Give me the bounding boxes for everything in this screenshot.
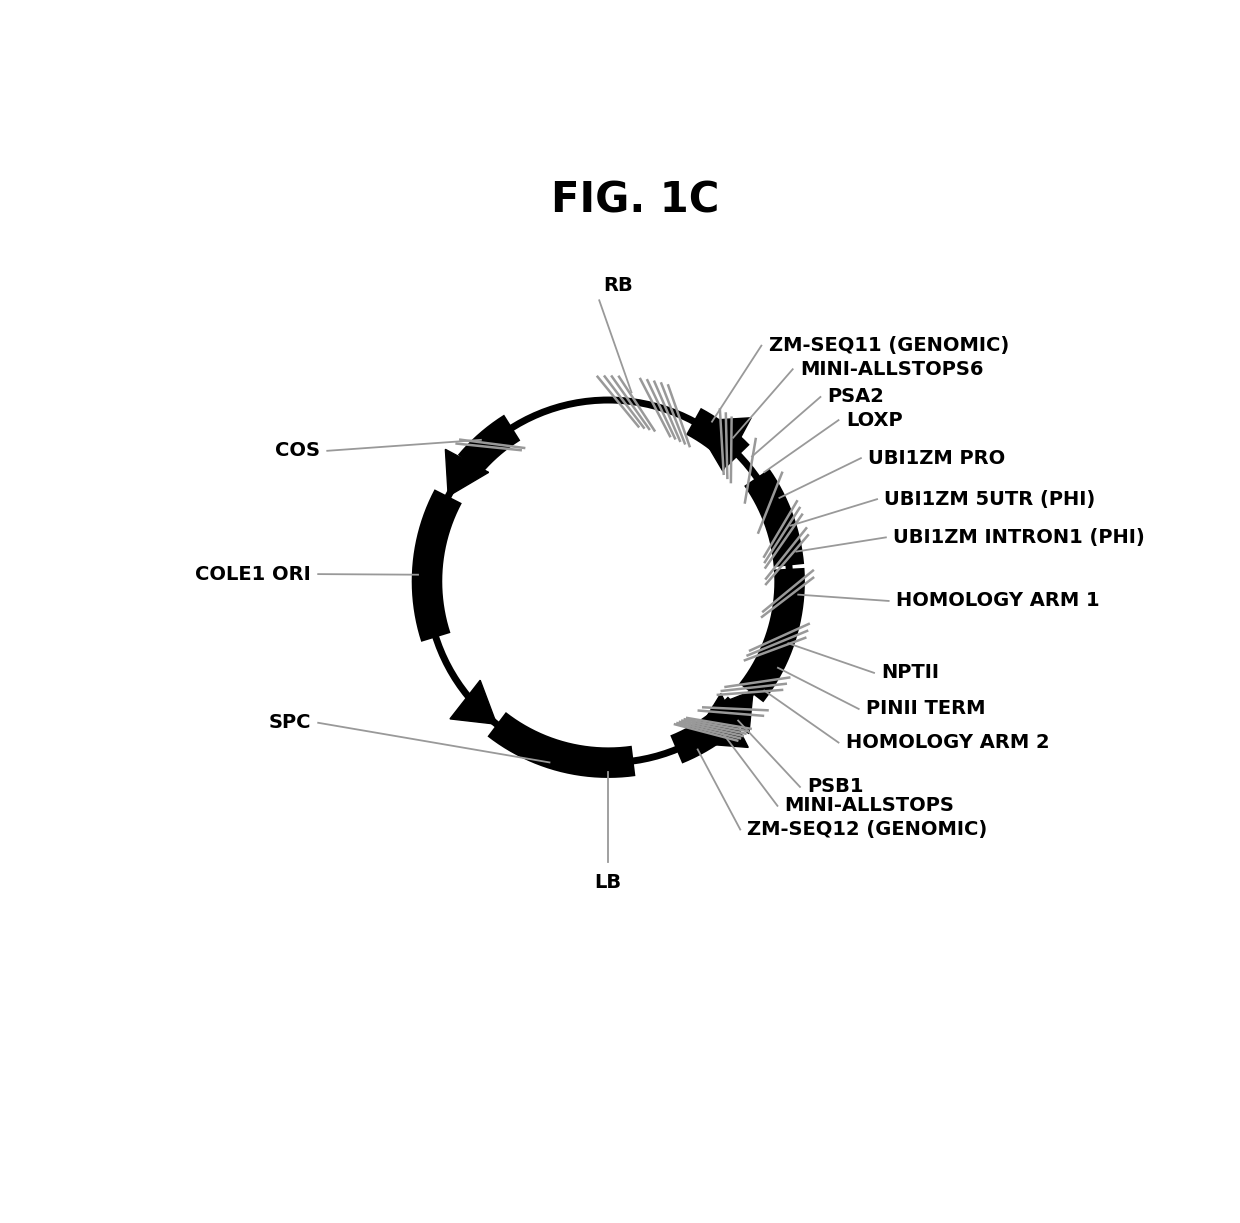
Text: ZM-SEQ11 (GENOMIC): ZM-SEQ11 (GENOMIC)	[769, 336, 1009, 355]
Polygon shape	[693, 418, 751, 471]
Text: PINII TERM: PINII TERM	[866, 700, 986, 718]
Text: LOXP: LOXP	[846, 411, 903, 429]
Text: FIG. 1C: FIG. 1C	[552, 180, 719, 221]
Text: NPTII: NPTII	[882, 663, 939, 682]
Text: MINI-ALLSTOPS6: MINI-ALLSTOPS6	[800, 360, 983, 379]
Text: COS: COS	[275, 442, 320, 460]
Polygon shape	[445, 449, 489, 497]
Polygon shape	[450, 680, 497, 724]
Text: HOMOLOGY ARM 1: HOMOLOGY ARM 1	[897, 592, 1100, 610]
Text: HOMOLOGY ARM 2: HOMOLOGY ARM 2	[846, 733, 1049, 752]
Polygon shape	[713, 691, 753, 734]
Text: UBI1ZM INTRON1 (PHI): UBI1ZM INTRON1 (PHI)	[893, 528, 1145, 547]
Text: UBI1ZM PRO: UBI1ZM PRO	[868, 449, 1006, 467]
Text: COLE1 ORI: COLE1 ORI	[195, 565, 311, 583]
Text: LB: LB	[595, 873, 622, 893]
Text: UBI1ZM 5UTR (PHI): UBI1ZM 5UTR (PHI)	[884, 489, 1096, 509]
Text: ZM-SEQ12 (GENOMIC): ZM-SEQ12 (GENOMIC)	[748, 819, 988, 839]
Text: RB: RB	[603, 276, 632, 295]
Text: PSA2: PSA2	[827, 388, 884, 406]
Text: PSB1: PSB1	[807, 778, 864, 796]
Text: MINI-ALLSTOPS: MINI-ALLSTOPS	[785, 796, 955, 816]
Text: SPC: SPC	[268, 713, 311, 733]
Polygon shape	[691, 693, 748, 747]
